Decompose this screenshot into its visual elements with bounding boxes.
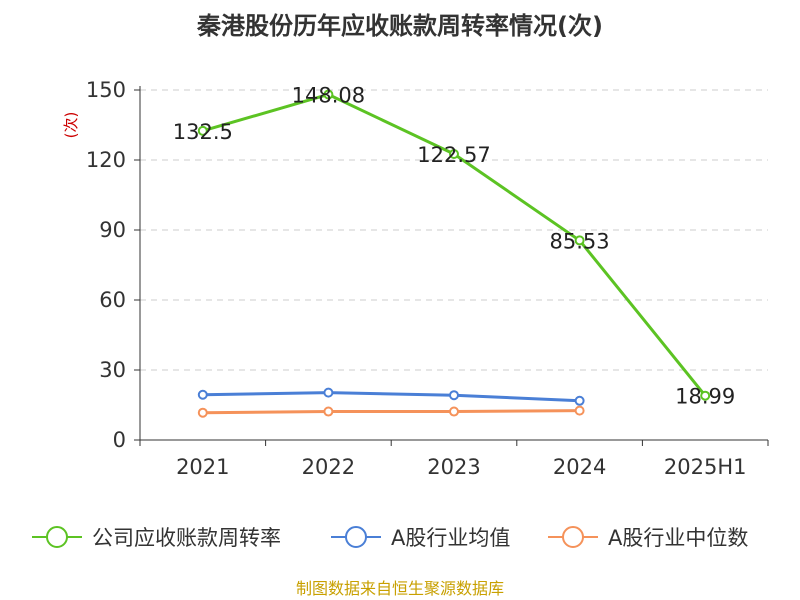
y-tick-label: 30 <box>99 358 126 382</box>
series <box>197 89 711 418</box>
data-label: 122.57 <box>417 143 490 167</box>
chart-title: 秦港股份历年应收账款周转率情况(次) <box>196 12 603 40</box>
y-tick-label: 60 <box>99 288 126 312</box>
x-tick-label: 2022 <box>302 455 355 479</box>
x-tick-label: 2023 <box>427 455 480 479</box>
data-point <box>449 390 459 401</box>
data-label: 18.99 <box>675 385 735 409</box>
legend-item-label[interactable]: 公司应收账款周转率 <box>92 526 281 550</box>
series-line <box>202 92 707 397</box>
data-point <box>574 395 585 406</box>
axes: 0 30 60 90 120 150 2021 2022 2023 2024 2025H1 <box>86 78 769 479</box>
data-labels: 132.5 148.08 122.57 85.53 18.99 <box>173 83 736 408</box>
data-point <box>449 149 459 160</box>
y-axis-label: (次) <box>62 112 80 139</box>
data-point <box>574 235 585 246</box>
y-tick-label: 120 <box>86 148 126 172</box>
legend[interactable]: 公司应收账款周转率 A股行业均值 A股行业中位数 <box>32 526 748 550</box>
data-point <box>700 390 711 401</box>
legend-swatch-marker <box>46 526 68 548</box>
x-tick-label: 2024 <box>553 455 606 479</box>
data-label: 85.53 <box>550 229 610 253</box>
source-note: 制图数据来自恒生聚源数据库 <box>296 579 504 598</box>
data-label: 148.08 <box>292 83 365 107</box>
data-point <box>574 405 585 416</box>
data-point <box>323 387 334 398</box>
data-point <box>197 389 208 400</box>
y-tick-label: 0 <box>113 428 126 452</box>
data-point <box>197 125 208 136</box>
data-point <box>323 406 334 417</box>
legend-swatch-marker <box>345 526 367 548</box>
data-point <box>197 407 208 418</box>
series-line <box>202 409 580 415</box>
y-tick-label: 150 <box>86 78 126 102</box>
data-label: 132.5 <box>173 120 233 144</box>
legend-item-label[interactable]: A股行业均值 <box>391 526 510 550</box>
y-tick-label: 90 <box>99 218 126 242</box>
x-tick-label: 2021 <box>176 455 229 479</box>
x-tick-label: 2025H1 <box>664 455 747 479</box>
grid <box>140 89 768 371</box>
legend-item-label[interactable]: A股行业中位数 <box>608 526 748 550</box>
data-point <box>449 406 459 417</box>
data-point <box>323 89 334 100</box>
legend-swatch-marker <box>562 526 584 548</box>
series-line <box>202 391 580 403</box>
